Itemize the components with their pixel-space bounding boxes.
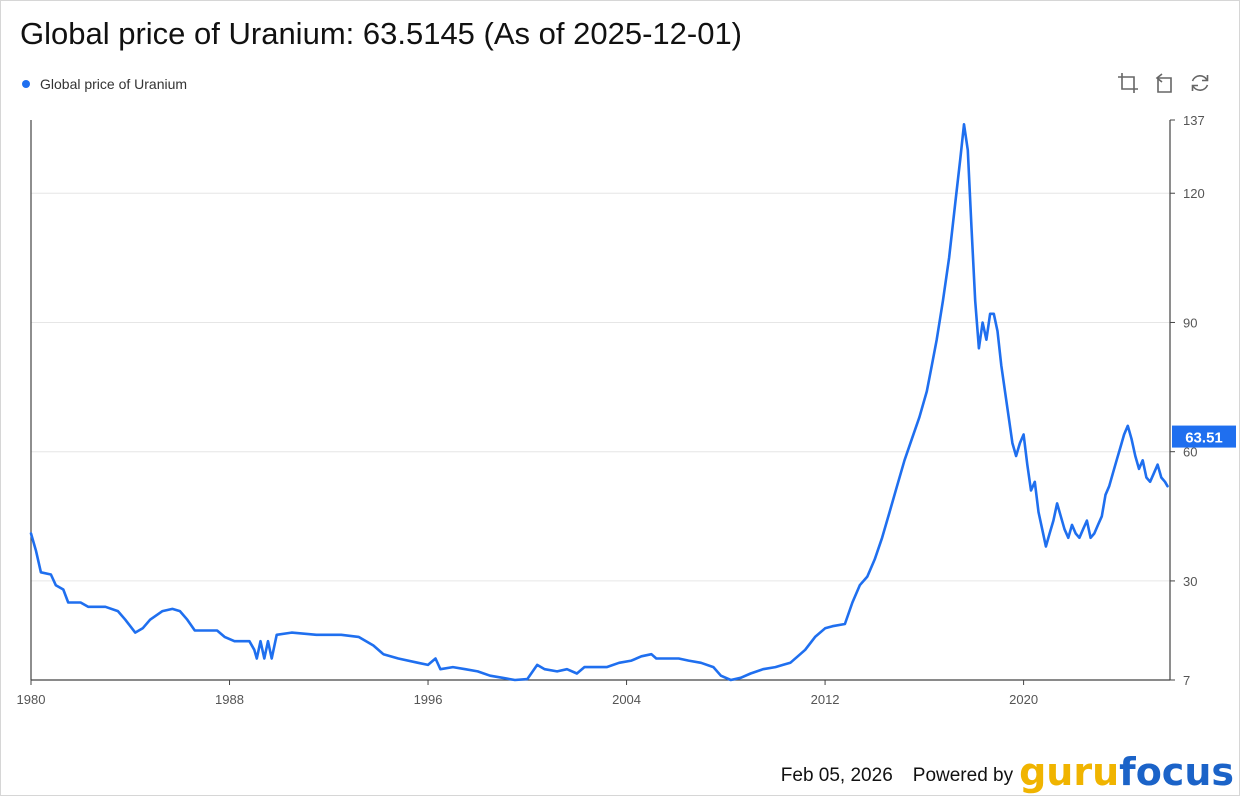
y-tick-label: 60 <box>1183 445 1197 460</box>
chart-toolbar <box>1116 71 1212 95</box>
y-tick-label: 120 <box>1183 186 1205 201</box>
x-tick-label: 1996 <box>414 692 443 707</box>
y-tick-label: 137 <box>1183 113 1205 128</box>
footer: Feb 05, 2026 Powered by gurufocus <box>780 753 1234 791</box>
x-tick-label: 1980 <box>17 692 46 707</box>
x-tick-label: 2012 <box>811 692 840 707</box>
logo-part-focus: focus <box>1119 750 1234 794</box>
y-tick-label: 7 <box>1183 673 1190 688</box>
gurufocus-logo[interactable]: gurufocus <box>1019 753 1234 791</box>
undo-icon[interactable] <box>1152 71 1176 95</box>
chart-title: Global price of Uranium: 63.5145 (As of … <box>20 16 743 51</box>
footer-date: Feb 05, 2026 <box>780 765 893 786</box>
legend-label: Global price of Uranium <box>40 76 188 92</box>
last-value-label: 63.51 <box>1185 430 1223 447</box>
legend-dot <box>22 80 30 88</box>
powered-by-text: Powered by <box>912 765 1014 786</box>
refresh-icon[interactable] <box>1188 71 1212 95</box>
logo-part-guru: guru <box>1019 750 1120 794</box>
y-tick-label: 30 <box>1183 574 1197 589</box>
crop-icon[interactable] <box>1116 71 1140 95</box>
last-value-badge <box>1172 425 1236 448</box>
x-tick-label: 1988 <box>215 692 244 707</box>
x-tick-label: 2020 <box>1009 692 1038 707</box>
x-tick-label: 2004 <box>612 692 641 707</box>
y-tick-label: 90 <box>1183 315 1197 330</box>
legend[interactable]: Global price of Uranium <box>22 76 187 92</box>
series-line <box>29 123 1169 682</box>
